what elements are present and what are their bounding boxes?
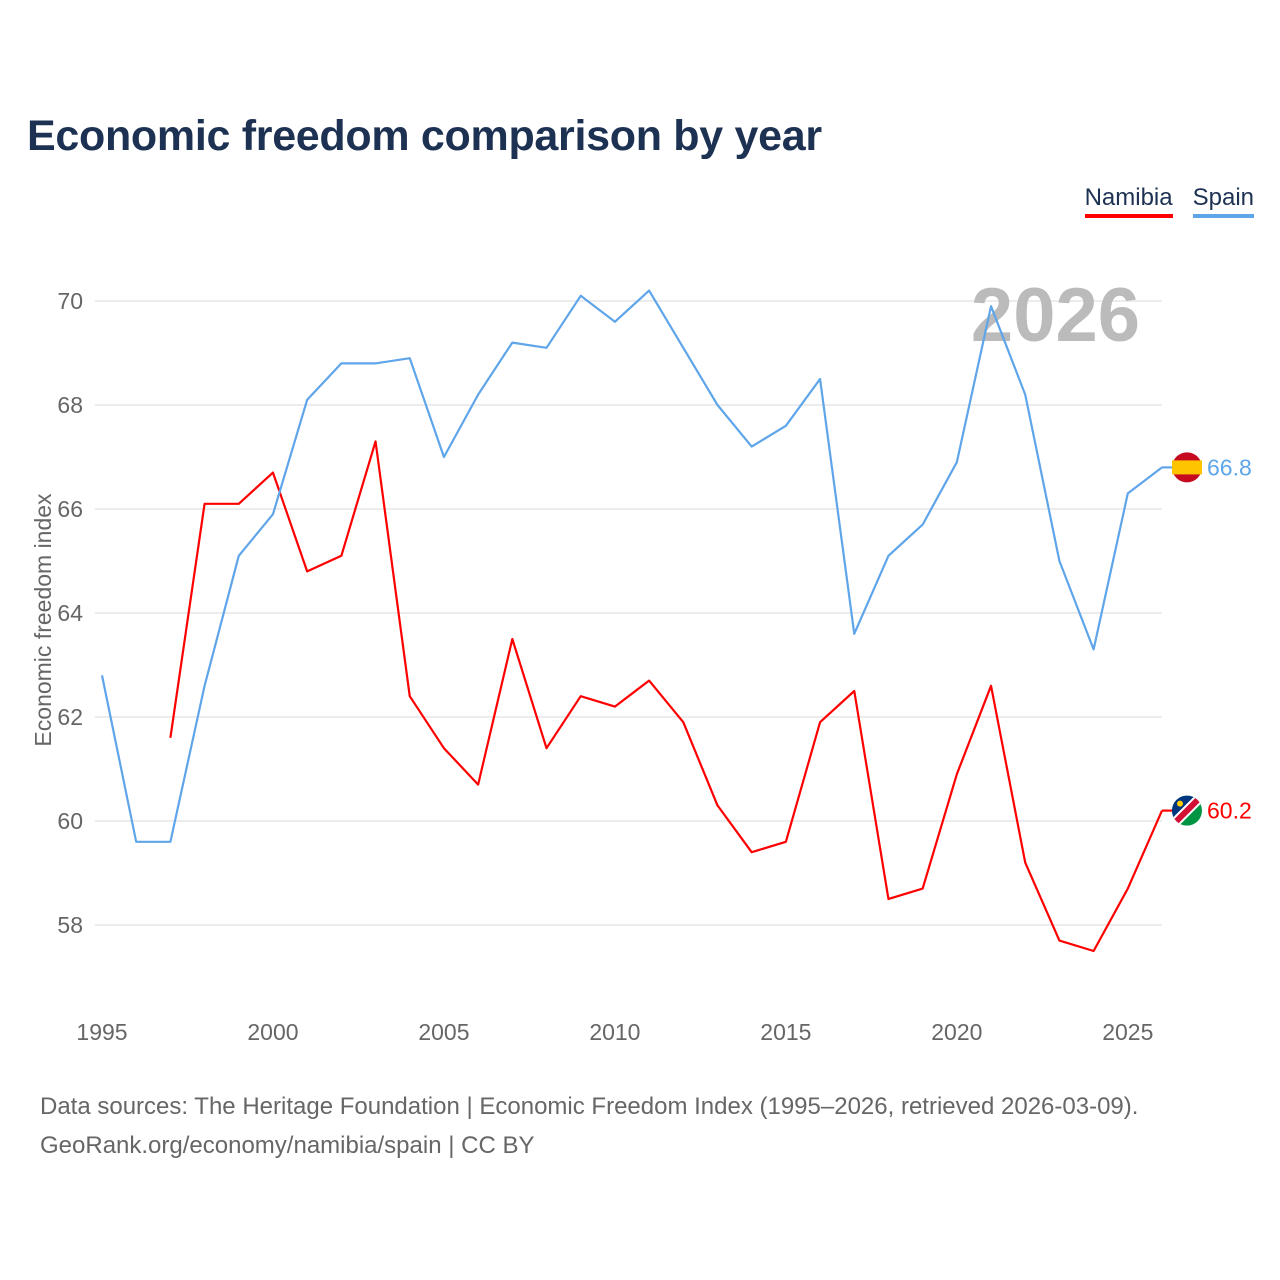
- x-tick-label: 2025: [1102, 1019, 1153, 1045]
- x-tick-label: 2005: [418, 1019, 469, 1045]
- y-tick-label: 58: [57, 912, 83, 938]
- y-tick-label: 60: [57, 808, 83, 834]
- legend: Namibia Spain: [1084, 184, 1254, 218]
- footer: Data sources: The Heritage Foundation | …: [40, 1087, 1138, 1165]
- footer-sources: Data sources: The Heritage Foundation | …: [40, 1093, 1139, 1120]
- x-tick-label: 2010: [589, 1019, 640, 1045]
- y-tick-label: 68: [57, 392, 83, 418]
- y-axis-label: Economic freedom index: [30, 493, 56, 747]
- legend-item-namibia[interactable]: Namibia: [1084, 184, 1173, 218]
- x-tick-label: 1995: [76, 1019, 127, 1045]
- y-tick-label: 64: [57, 600, 83, 626]
- end-value-label: 60.2: [1207, 798, 1252, 824]
- x-tick-label: 2020: [931, 1019, 982, 1045]
- legend-item-spain[interactable]: Spain: [1192, 184, 1254, 218]
- y-tick-label: 62: [57, 704, 83, 730]
- series-line-namibia[interactable]: [169, 440, 1164, 953]
- series-line-spain[interactable]: [100, 289, 1163, 843]
- x-tick-label: 2015: [760, 1019, 811, 1045]
- chart-title: Economic freedom comparison by year: [27, 112, 822, 160]
- x-tick-label: 2000: [247, 1019, 298, 1045]
- y-tick-label: 66: [57, 496, 83, 522]
- spain-flag-icon: [1172, 452, 1202, 483]
- footer-link[interactable]: GeoRank.org/economy/namibia/spain | CC B…: [40, 1132, 535, 1159]
- namibia-flag-icon: [1172, 795, 1202, 826]
- end-value-label: 66.8: [1207, 454, 1252, 480]
- year-watermark: 2026: [971, 273, 1140, 358]
- y-tick-label: 70: [57, 288, 83, 314]
